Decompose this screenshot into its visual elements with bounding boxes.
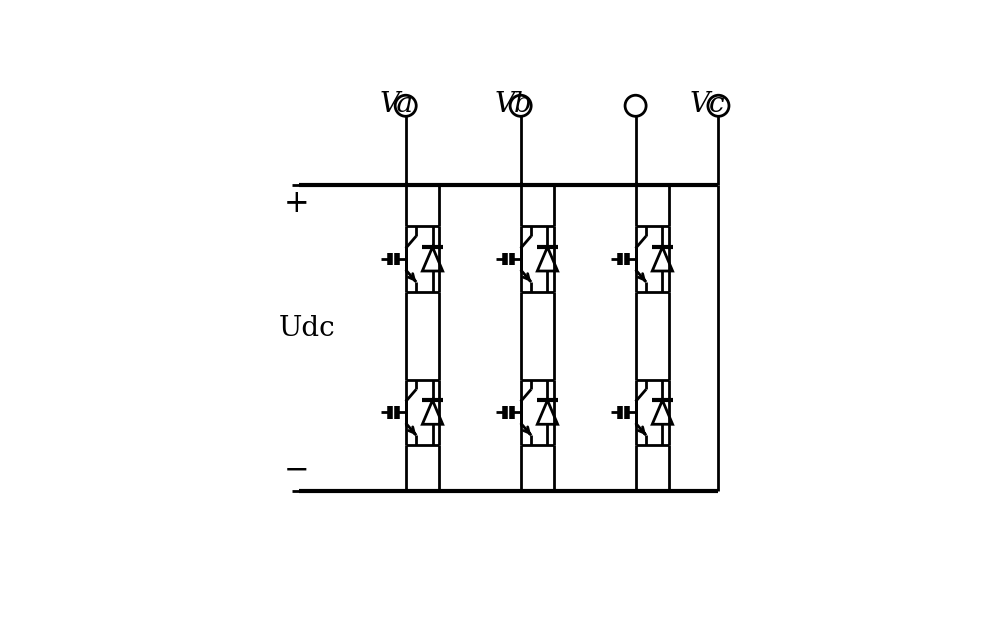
- Text: −: −: [284, 454, 309, 485]
- Text: Udc: Udc: [279, 315, 335, 342]
- Text: Vb: Vb: [494, 91, 532, 118]
- Text: Va: Va: [379, 91, 413, 118]
- Text: +: +: [284, 188, 309, 220]
- Text: Vc: Vc: [690, 91, 725, 118]
